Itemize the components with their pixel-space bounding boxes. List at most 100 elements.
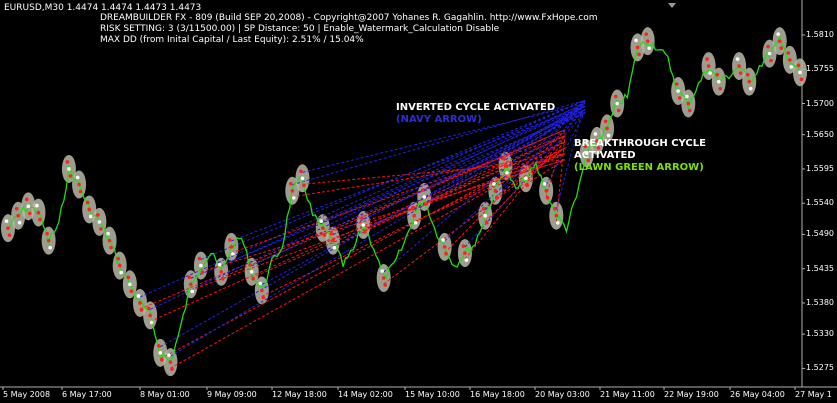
navy-cycle-line [322, 105, 586, 223]
signal-marker [544, 188, 548, 193]
price-line [7, 35, 801, 363]
signal-marker [798, 70, 802, 75]
signal-marker [586, 158, 591, 163]
signal-marker [444, 252, 448, 256]
signal-marker [46, 238, 51, 243]
signal-marker [148, 313, 152, 318]
signal-marker [116, 256, 120, 261]
time-tick-label: 16 May 18:00 [470, 390, 525, 399]
signal-marker [220, 277, 225, 281]
navy-cycle-line [302, 102, 586, 173]
signal-marker [748, 86, 753, 91]
breakthrough-cycle-title-1: BREAKTHROUGH CYCLE [574, 138, 706, 149]
signal-marker [149, 320, 154, 325]
signal-marker [320, 226, 325, 230]
signal-marker [421, 188, 425, 192]
red-cycle-line [424, 159, 566, 204]
signal-marker [119, 270, 123, 275]
signal-marker [35, 203, 39, 208]
signal-marker [595, 139, 599, 143]
signal-marker [788, 58, 792, 62]
ea-info-line: DREAMBUILDER FX - 809 (Build SEP 20,2008… [100, 13, 598, 23]
signal-marker [200, 270, 205, 275]
signal-marker [188, 282, 193, 287]
navy-cycle-line [251, 108, 586, 267]
signal-marker [542, 181, 547, 186]
signal-marker [6, 226, 10, 230]
time-tick-label: 6 May 17:00 [62, 390, 112, 399]
signal-marker [168, 360, 173, 364]
navy-cycle-line [505, 105, 586, 161]
signal-marker [261, 295, 266, 300]
signal-marker [199, 263, 203, 268]
navy-cycle-line [261, 111, 586, 285]
navy-cycle-line [170, 108, 586, 357]
signal-marker [715, 72, 720, 77]
signal-marker [87, 207, 92, 212]
signal-marker [481, 206, 486, 211]
signal-marker [685, 94, 689, 99]
red-cycle-line [332, 135, 566, 248]
signal-marker [505, 171, 509, 175]
signal-marker [322, 233, 327, 237]
signal-marker [7, 233, 12, 237]
price-tick-label: 1.5810 [806, 29, 834, 39]
signal-marker [779, 46, 783, 50]
time-tick-label: 27 May 1 [795, 390, 832, 399]
red-cycle-line [555, 135, 566, 222]
time-tick-label: 22 May 19:00 [664, 390, 719, 399]
signal-marker [361, 223, 366, 227]
signal-marker [596, 146, 601, 150]
price-tick-label: 1.5700 [806, 98, 834, 108]
signal-marker [197, 256, 202, 261]
signal-marker [708, 71, 712, 75]
signal-marker [300, 176, 305, 181]
signal-marker [289, 181, 293, 186]
signal-marker [167, 353, 171, 357]
signal-marker [25, 197, 29, 202]
signal-marker [107, 238, 112, 243]
red-cycle-line [251, 141, 566, 279]
signal-marker [777, 39, 782, 43]
signal-marker [260, 288, 264, 293]
signal-marker [383, 283, 387, 287]
signal-marker [329, 231, 334, 236]
risk-setting-line: RISK SETTING: 3 (3/11500.00) | SP Distan… [100, 24, 500, 34]
signal-marker [735, 57, 740, 61]
signal-marker [716, 79, 721, 84]
signal-marker [776, 32, 780, 36]
breakthrough-cycle-annotation: BREAKTHROUGH CYCLE ACTIVATED (LAWN GREEN… [574, 138, 706, 174]
red-cycle-line [139, 129, 566, 310]
signal-marker [769, 58, 773, 63]
signal-marker [158, 351, 163, 355]
signal-marker [77, 182, 81, 187]
signal-marker [503, 164, 508, 168]
red-cycle-line [464, 135, 566, 260]
time-tick-label: 12 May 18:00 [272, 390, 327, 399]
signal-marker [258, 281, 263, 286]
signal-marker [677, 96, 682, 100]
signal-marker [745, 72, 750, 77]
signal-marker [584, 151, 589, 156]
navy-cycle-line [525, 109, 586, 173]
signal-marker [606, 133, 611, 138]
navy-cycle-line [413, 102, 586, 211]
signal-marker [522, 169, 527, 174]
signal-marker [483, 213, 488, 218]
signal-marker [78, 189, 83, 194]
signal-marker [157, 344, 161, 348]
time-tick-label: 20 May 03:00 [535, 390, 590, 399]
red-cycle-line [170, 147, 566, 369]
time-tick-label: 8 May 01:00 [140, 390, 190, 399]
signal-marker [290, 188, 295, 193]
red-cycle-line [525, 159, 566, 185]
navy-cycle-line [555, 100, 586, 210]
signal-marker [97, 220, 102, 224]
signal-marker [766, 44, 770, 49]
signal-marker [442, 245, 447, 249]
red-cycle-line [413, 153, 566, 223]
navy-cycle-line [231, 105, 586, 242]
signal-marker [219, 270, 224, 274]
